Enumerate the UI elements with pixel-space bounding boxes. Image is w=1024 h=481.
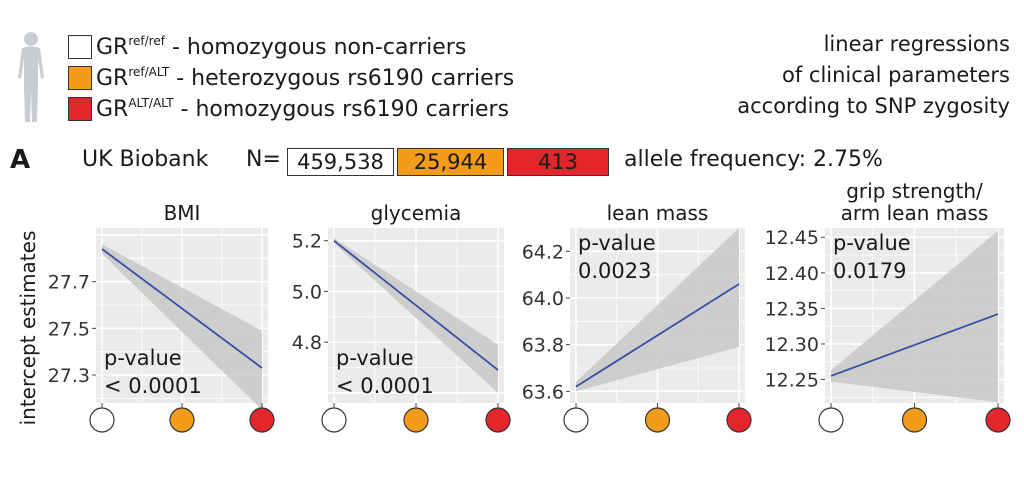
- pvalue-value: 0.0023: [578, 259, 651, 283]
- count-box-alt-alt: 413: [507, 148, 609, 176]
- y-tick-label: 12.40: [765, 263, 819, 285]
- regression-line: [830, 313, 999, 377]
- x-category-marker: [726, 407, 752, 433]
- count-value: 25,944: [413, 150, 488, 174]
- legend-label: GRref/ALT - heterozygous rs6190 carriers: [96, 65, 515, 91]
- note-line: linear regressions: [823, 32, 1010, 56]
- confidence-band: [102, 244, 262, 410]
- y-tick-label: 63.6: [522, 381, 564, 403]
- pvalue-label: p-value: [104, 346, 182, 370]
- human-figure-icon: [18, 32, 44, 122]
- x-category-marker: [169, 407, 195, 433]
- confidence-band: [334, 238, 498, 393]
- x-category-marker: [985, 407, 1011, 433]
- y-tick-label: 63.8: [522, 335, 564, 357]
- pvalue-label: p-value: [578, 231, 656, 255]
- y-tick-label: 12.45: [765, 227, 819, 249]
- x-category-marker: [818, 407, 844, 433]
- count-value: 413: [537, 150, 579, 174]
- chart-title: grip strength/: [846, 179, 983, 203]
- legend-item-ref-ref: GRref/ref - homozygous non-carriers: [68, 32, 466, 62]
- chart-title: lean mass: [607, 201, 709, 225]
- y-tick-label: 5.2: [292, 231, 322, 253]
- x-category-marker: [563, 407, 589, 433]
- y-tick-label: 12.30: [765, 334, 819, 356]
- pvalue-label: p-value: [336, 346, 414, 370]
- chart-title: glycemia: [371, 201, 462, 225]
- y-tick-label: 12.25: [765, 370, 819, 392]
- x-category-marker: [403, 407, 429, 433]
- chart-title: arm lean mass: [841, 201, 989, 225]
- n-label: N=: [246, 147, 281, 172]
- pvalue-label: p-value: [833, 231, 911, 255]
- note-line: of clinical parameters: [781, 63, 1010, 87]
- regression-line: [333, 239, 499, 371]
- x-category-marker: [485, 407, 511, 433]
- y-tick-label: 5.0: [292, 281, 322, 303]
- x-category-marker: [644, 407, 671, 433]
- count-value: 459,538: [297, 150, 384, 174]
- count-box-ref-ref: 459,538: [287, 148, 394, 176]
- y-tick-label: 27.7: [48, 272, 90, 294]
- y-tick-label: 4.8: [292, 332, 322, 354]
- confidence-band: [576, 228, 739, 392]
- x-category-marker: [901, 407, 928, 433]
- y-tick-label: 64.2: [522, 241, 564, 263]
- count-box-ref-alt: 25,944: [397, 148, 504, 176]
- chart-title: BMI: [164, 201, 201, 225]
- legend-item-alt-alt: GRALT/ALT - homozygous rs6190 carriers: [68, 94, 509, 124]
- pvalue-value: < 0.0001: [104, 374, 202, 398]
- y-tick-label: 64.0: [522, 288, 564, 310]
- pvalue-value: 0.0179: [833, 259, 906, 283]
- note-line: according to SNP zygosity: [737, 94, 1010, 118]
- cohort-label: UK Biobank: [82, 147, 209, 172]
- legend-label: GRref/ref - homozygous non-carriers: [96, 34, 467, 60]
- legend-label: GRALT/ALT - homozygous rs6190 carriers: [96, 96, 510, 122]
- legend-swatch: [68, 97, 92, 121]
- x-category-marker: [321, 407, 347, 433]
- legend-swatch: [68, 35, 92, 59]
- y-tick-label: 12.35: [765, 298, 819, 320]
- regression-line: [101, 248, 263, 369]
- x-category-marker: [89, 407, 115, 433]
- allele-frequency: allele frequency: 2.75%: [624, 147, 883, 172]
- panel-letter: A: [10, 145, 31, 175]
- x-category-marker: [249, 407, 275, 433]
- y-tick-label: 27.5: [48, 318, 90, 340]
- legend-item-ref-alt: GRref/ALT - heterozygous rs6190 carriers: [68, 63, 514, 93]
- pvalue-value: < 0.0001: [336, 374, 434, 398]
- legend-swatch: [68, 66, 92, 90]
- y-tick-label: 27.3: [48, 365, 90, 387]
- regression-line: [575, 283, 740, 388]
- confidence-band: [831, 230, 998, 403]
